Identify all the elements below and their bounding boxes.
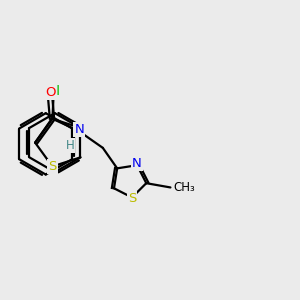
- Text: N: N: [74, 123, 84, 136]
- Text: S: S: [48, 160, 57, 173]
- Text: CH₃: CH₃: [173, 181, 195, 194]
- Text: O: O: [45, 86, 56, 99]
- Text: Cl: Cl: [47, 85, 60, 98]
- Text: N: N: [132, 157, 142, 170]
- Text: H: H: [66, 139, 74, 152]
- Text: S: S: [128, 192, 136, 205]
